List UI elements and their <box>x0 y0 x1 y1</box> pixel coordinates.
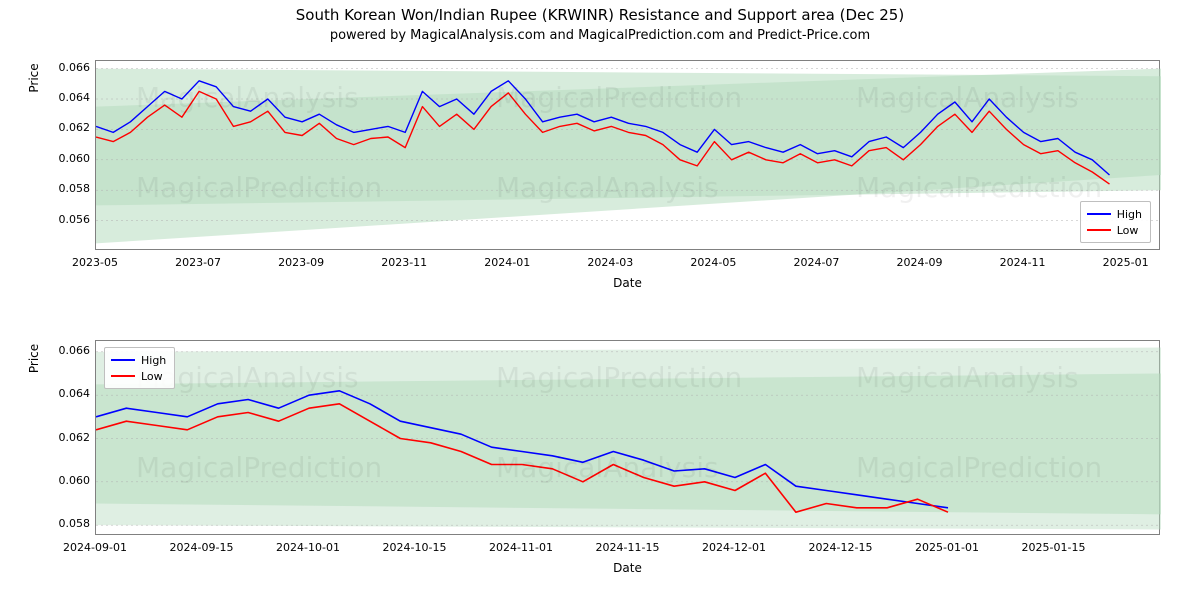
y-axis-label-bottom: Price <box>27 261 41 456</box>
x-tick-label: 2024-12-01 <box>702 541 766 554</box>
x-tick-label: 2025-01-15 <box>1022 541 1086 554</box>
x-tick-label: 2024-10-15 <box>383 541 447 554</box>
x-tick-label: 2024-11-01 <box>489 541 553 554</box>
chart-legend-top: High Low <box>1080 201 1151 243</box>
legend-item: High <box>1087 206 1142 222</box>
chart-panel-top: MagicalAnalysisMagicalPredictionMagicalA… <box>95 60 1160 250</box>
x-tick-label: 2025-01 <box>1103 256 1149 269</box>
y-tick-label: 0.062 <box>40 431 90 444</box>
legend-item: Low <box>1087 222 1142 238</box>
y-tick-label: 0.056 <box>40 213 90 226</box>
y-tick-label: 0.062 <box>40 121 90 134</box>
x-tick-label: 2024-12-15 <box>809 541 873 554</box>
legend-label: High <box>141 354 166 367</box>
legend-label: Low <box>141 370 163 383</box>
legend-label: Low <box>1117 224 1139 237</box>
legend-swatch <box>111 359 135 361</box>
x-tick-label: 2024-09-15 <box>170 541 234 554</box>
x-tick-label: 2024-05 <box>690 256 736 269</box>
y-tick-label: 0.064 <box>40 387 90 400</box>
x-tick-label: 2023-11 <box>381 256 427 269</box>
figure-suptitle: South Korean Won/Indian Rupee (KRWINR) R… <box>0 6 1200 24</box>
figure-subtitle: powered by MagicalAnalysis.com and Magic… <box>0 28 1200 43</box>
y-tick-label: 0.064 <box>40 91 90 104</box>
chart-svg-bottom <box>96 341 1161 536</box>
x-tick-label: 2023-05 <box>72 256 118 269</box>
x-tick-label: 2023-09 <box>278 256 324 269</box>
x-tick-label: 2024-11-15 <box>596 541 660 554</box>
legend-swatch <box>111 375 135 377</box>
chart-svg-top <box>96 61 1161 251</box>
legend-item: High <box>111 352 166 368</box>
x-tick-label: 2025-01-01 <box>915 541 979 554</box>
y-tick-label: 0.058 <box>40 517 90 530</box>
legend-swatch <box>1087 229 1111 231</box>
x-tick-label: 2024-10-01 <box>276 541 340 554</box>
chart-panel-bottom: MagicalAnalysisMagicalPredictionMagicalA… <box>95 340 1160 535</box>
x-axis-label-bottom: Date <box>95 561 1160 575</box>
x-tick-label: 2024-07 <box>793 256 839 269</box>
y-tick-label: 0.058 <box>40 182 90 195</box>
legend-item: Low <box>111 368 166 384</box>
legend-label: High <box>1117 208 1142 221</box>
x-tick-label: 2024-09-01 <box>63 541 127 554</box>
y-tick-label: 0.066 <box>40 61 90 74</box>
y-tick-label: 0.066 <box>40 344 90 357</box>
y-tick-label: 0.060 <box>40 474 90 487</box>
x-tick-label: 2023-07 <box>175 256 221 269</box>
support-resistance-band <box>96 374 1161 515</box>
x-tick-label: 2024-03 <box>587 256 633 269</box>
x-tick-label: 2024-11 <box>1000 256 1046 269</box>
chart-legend-bottom: High Low <box>104 347 175 389</box>
figure: South Korean Won/Indian Rupee (KRWINR) R… <box>0 0 1200 600</box>
legend-swatch <box>1087 213 1111 215</box>
x-tick-label: 2024-09 <box>897 256 943 269</box>
y-axis-label-top: Price <box>27 0 41 173</box>
x-tick-label: 2024-01 <box>484 256 530 269</box>
x-axis-label-top: Date <box>95 276 1160 290</box>
y-tick-label: 0.060 <box>40 152 90 165</box>
